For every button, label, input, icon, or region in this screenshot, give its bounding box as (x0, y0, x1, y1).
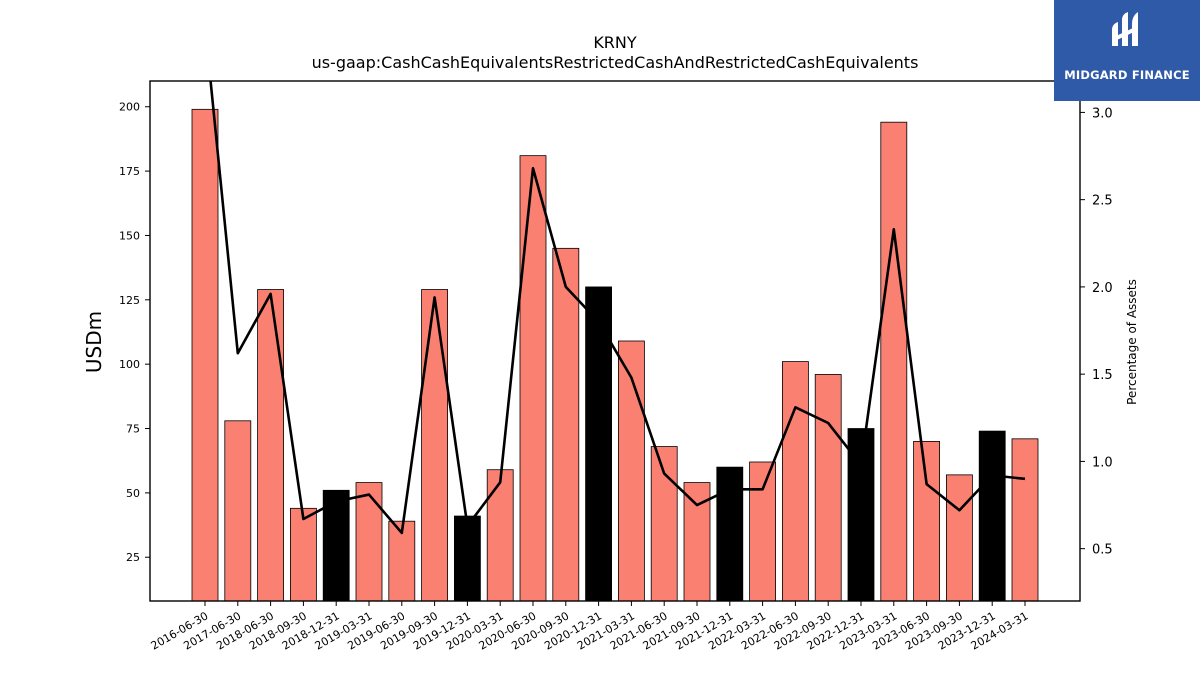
bar-2017-06-30 (224, 420, 252, 602)
bar-2022-06-30 (782, 361, 809, 602)
y-tick-label: 25 (126, 551, 140, 564)
bar-2023-06-30 (913, 440, 940, 602)
y2-tick-label: 0.5 (1092, 543, 1113, 558)
logo-mark-icon (1112, 12, 1138, 46)
bar-2022-09-30 (814, 374, 842, 602)
y-tick-label: 175 (119, 165, 140, 178)
bar-2021-12-31 (716, 466, 744, 602)
bar-2023-09-30 (946, 474, 973, 602)
bar-2024-03-31 (1011, 438, 1039, 602)
y2-axis-label: Percentage of Assets (1125, 279, 1139, 405)
bar-2023-12-31 (978, 430, 1006, 602)
y-tick-label: 75 (126, 423, 140, 436)
bar-2020-03-31 (486, 469, 514, 602)
y-tick-label: 150 (119, 229, 140, 242)
bar-2018-06-30 (257, 289, 285, 602)
bar-2021-09-30 (683, 482, 711, 602)
chart-title: KRNY (593, 33, 637, 52)
bar-2020-12-31 (585, 286, 612, 602)
bar-2019-09-30 (421, 289, 449, 602)
y2-tick-label: 3.0 (1092, 106, 1113, 121)
bar-group (191, 108, 1039, 602)
chart-subtitle: us-gaap:CashCashEquivalentsRestrictedCas… (312, 53, 919, 72)
line-series (209, 81, 1026, 535)
bar-2020-06-30 (519, 155, 547, 602)
line-group (209, 81, 1026, 535)
y-axis-label: USDm (82, 311, 106, 373)
y-tick-label: 100 (119, 358, 140, 371)
bar-2020-09-30 (552, 247, 580, 602)
logo: MIDGARD FINANCE (1054, 0, 1200, 101)
bar-2016-06-30 (191, 108, 219, 602)
bar-2019-03-31 (355, 482, 383, 602)
y-tick-label: 50 (126, 487, 140, 500)
y2-tick-label: 1.5 (1092, 368, 1113, 383)
y2-tick-label: 2.0 (1092, 281, 1113, 296)
logo-text: MIDGARD FINANCE (1064, 68, 1190, 82)
bar-2019-12-31 (453, 515, 481, 602)
y-tick-label: 200 (119, 101, 140, 114)
bar-2022-03-31 (749, 461, 776, 602)
bar-2018-09-30 (289, 507, 317, 602)
bar-2021-03-31 (618, 340, 645, 602)
y2-tick-label: 2.5 (1092, 194, 1113, 209)
y-tick-label: 125 (119, 294, 140, 307)
y2-tick-label: 1.0 (1092, 455, 1113, 470)
bar-2023-03-31 (880, 121, 908, 602)
plot-frame (149, 80, 1081, 602)
